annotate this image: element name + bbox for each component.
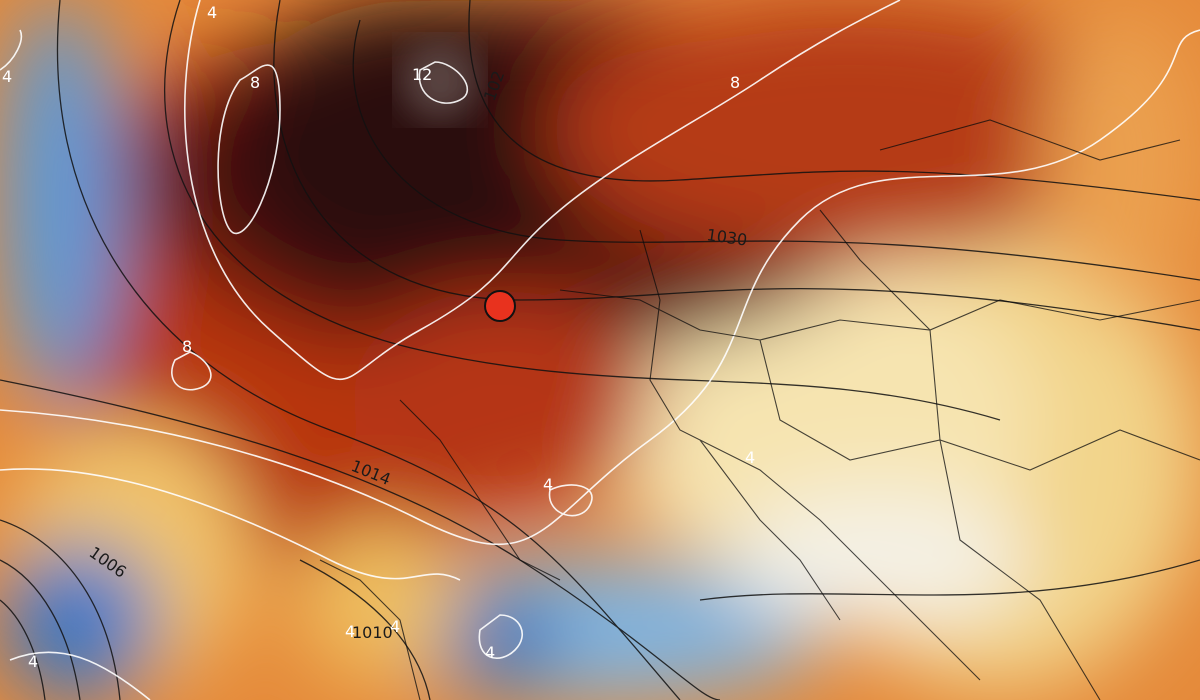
isotherm-label: 8 [182, 337, 192, 356]
isotherm-label: 8 [730, 73, 740, 92]
isotherm-label: 4 [485, 643, 495, 662]
isotherm-label: 4 [207, 3, 217, 22]
isotherm-label: 4 [28, 652, 38, 671]
isotherm-label: 4 [2, 67, 12, 86]
isobar-label: 1010 [352, 623, 393, 642]
isotherm-label: 8 [250, 73, 260, 92]
isotherm-label: 4 [390, 617, 400, 636]
isotherm-label: 12 [412, 65, 432, 84]
country-borders [319, 119, 1200, 700]
isotherm-label: 4 [345, 622, 355, 641]
isotherm-label: 4 [543, 475, 553, 494]
location-dot-icon[interactable] [484, 290, 516, 322]
isotherm-label: 4 [745, 448, 755, 467]
